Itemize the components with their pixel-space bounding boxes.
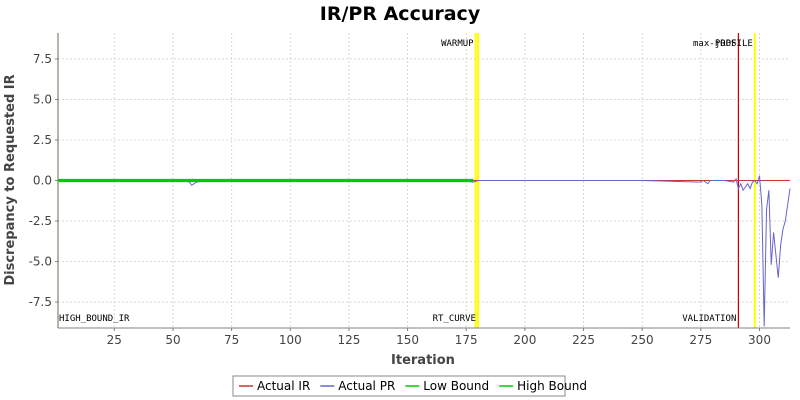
x-tick-label: 75	[224, 333, 239, 347]
marker-label: HIGH_BOUND_IR	[59, 314, 130, 324]
x-tick-label: 250	[631, 333, 654, 347]
series-lines	[57, 175, 791, 327]
legend-label: Actual PR	[338, 379, 395, 393]
x-tick-label: 100	[279, 333, 302, 347]
x-tick-label: 125	[337, 333, 360, 347]
x-tick-label: 175	[455, 333, 478, 347]
y-tick-label: 5.0	[33, 92, 52, 106]
x-tick-label: 225	[572, 333, 595, 347]
y-tick-label: 0.0	[33, 174, 52, 188]
chart-title: IR/PR Accuracy	[320, 3, 481, 25]
x-tick-label: 50	[165, 333, 180, 347]
x-tick-label: 150	[396, 333, 419, 347]
y-tick-label: -7.5	[29, 295, 52, 309]
legend-box	[232, 375, 566, 397]
x-tick-label: 275	[689, 333, 712, 347]
marker-label: WARMUP	[441, 39, 474, 49]
legend-label: High Bound	[517, 379, 587, 393]
marker-label: PROFILE	[715, 39, 753, 49]
y-tick-label: 7.5	[33, 52, 52, 66]
x-tick-label: 200	[513, 333, 536, 347]
y-tick-label: 2.5	[33, 133, 52, 147]
marker-label: VALIDATION	[682, 314, 736, 324]
y-tick-label: -2.5	[29, 214, 52, 228]
legend-label: Low Bound	[423, 379, 489, 393]
y-tick-label: -5.0	[29, 255, 52, 269]
legend-label: Actual IR	[257, 379, 310, 393]
x-tick-label: 25	[107, 333, 122, 347]
legend: Actual IR Actual PR Low Bound High Bound	[232, 375, 587, 397]
y-axis-label: Discrepancy to Requested IR	[3, 74, 18, 285]
x-axis-label: Iteration	[391, 353, 455, 368]
axes: 25 50 75 100 125 150 175 200 225 250 275 300 7.5 5.0 2…	[29, 33, 790, 347]
marker-label: RT_CURVE	[433, 314, 476, 324]
x-tick-label: 300	[748, 333, 771, 347]
marker-label: max-jOPS	[693, 39, 736, 49]
